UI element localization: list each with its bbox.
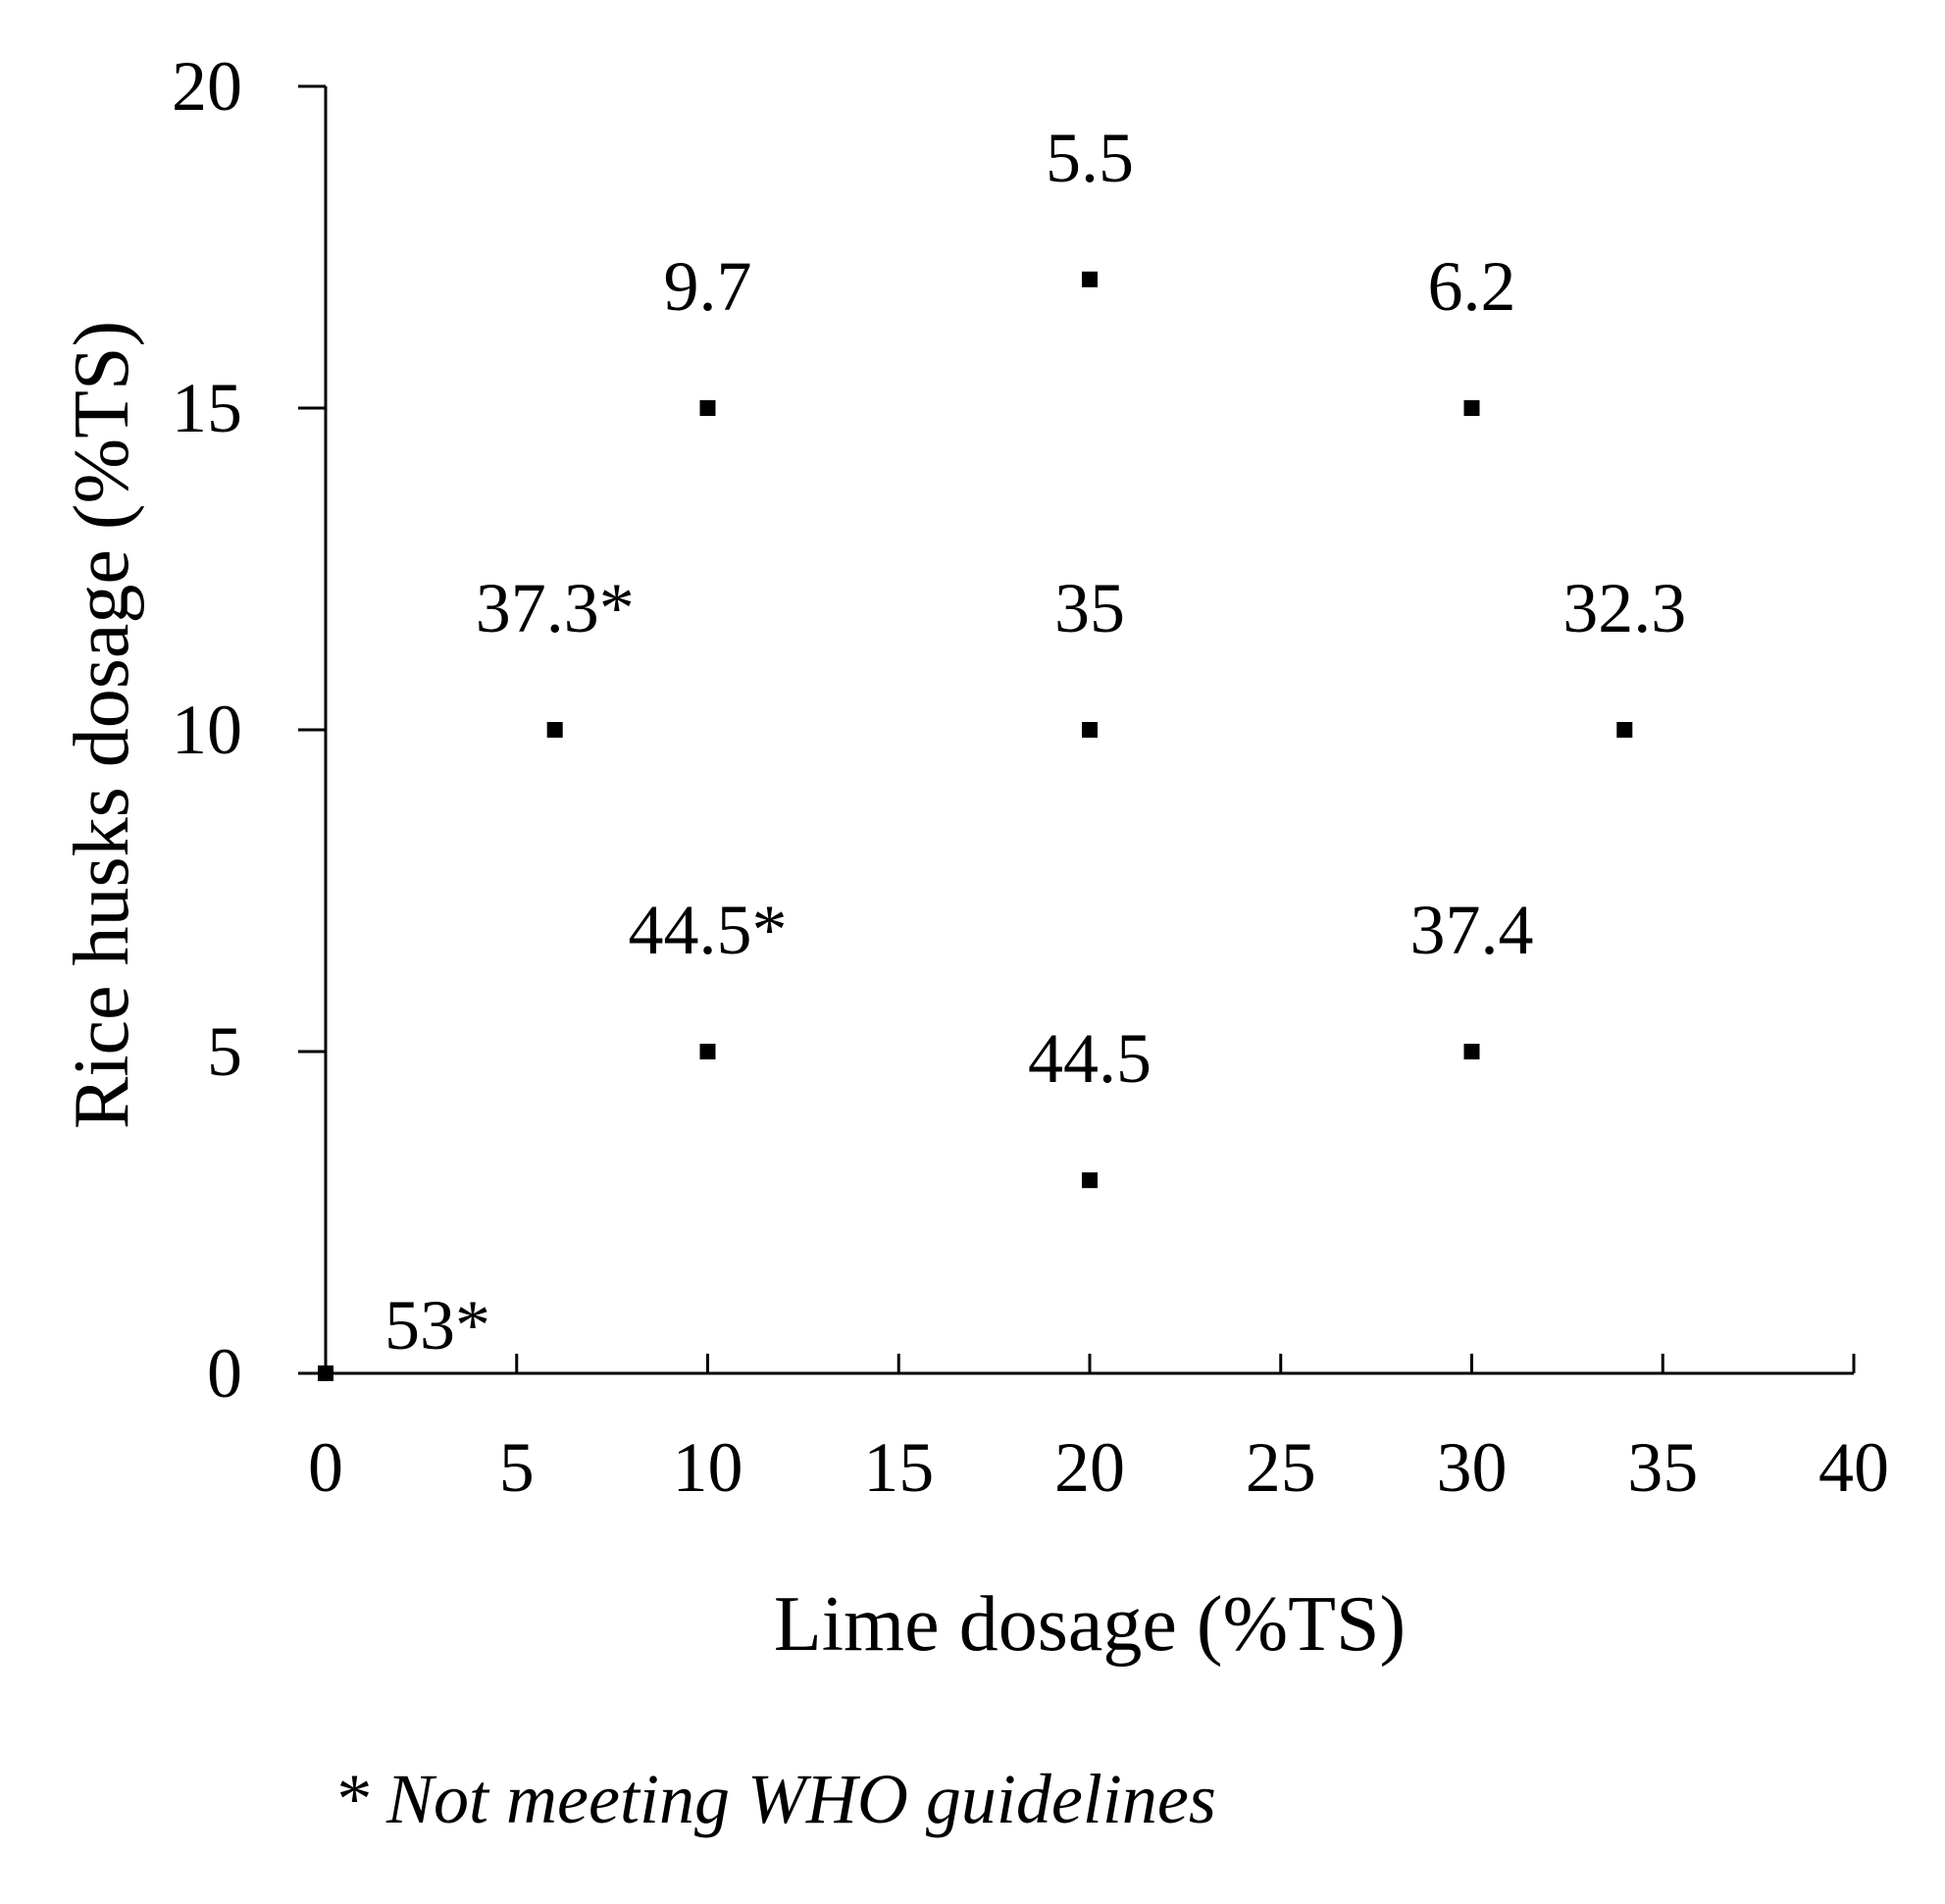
y-tick-label: 15: [172, 369, 242, 447]
data-labels: 53* 37.3* 9.7 44.5* 5.5 35 44.5 6.2 37.4 32.3: [384, 119, 1686, 1364]
data-label: 37.3*: [476, 569, 635, 647]
x-tick-label: 0: [308, 1428, 343, 1507]
data-label: 53*: [384, 1286, 490, 1364]
data-point: [1082, 271, 1098, 287]
x-tick-label: 5: [499, 1428, 535, 1507]
data-point: [318, 1365, 333, 1381]
data-point: [699, 400, 716, 416]
data-label: 44.5*: [629, 891, 788, 969]
x-tick-label: 25: [1246, 1428, 1316, 1507]
y-tick-label: 0: [207, 1334, 242, 1413]
y-tick-label: 5: [207, 1012, 242, 1091]
data-point: [546, 722, 563, 738]
y-tick-label: 20: [172, 47, 242, 126]
x-axis-title: Lime dosage (%TS): [774, 1581, 1406, 1668]
axes: 0 5 10 15 20 25 30 35 40 0 5 10 15 20: [172, 47, 1889, 1507]
data-label: 44.5: [1028, 1019, 1152, 1098]
data-point: [1463, 400, 1480, 416]
y-axis-ticks: 0 5 10 15 20: [172, 47, 326, 1413]
data-points: [318, 271, 1633, 1381]
y-tick-label: 10: [172, 691, 242, 769]
x-tick-label: 20: [1054, 1428, 1125, 1507]
data-label: 9.7: [664, 247, 752, 326]
x-tick-label: 35: [1627, 1428, 1698, 1507]
data-point: [699, 1044, 716, 1059]
data-point: [1082, 722, 1098, 738]
x-tick-label: 15: [863, 1428, 934, 1507]
x-tick-label: 10: [673, 1428, 743, 1507]
data-label: 37.4: [1410, 891, 1534, 969]
data-point: [1616, 722, 1633, 738]
data-point: [1463, 1044, 1480, 1059]
data-label: 32.3: [1562, 569, 1686, 647]
footnote: * Not meeting WHO guidelines: [333, 1760, 1216, 1838]
x-axis-ticks: 0 5 10 15 20 25 30 35 40: [308, 1354, 1889, 1507]
x-tick-label: 30: [1437, 1428, 1508, 1507]
data-label: 5.5: [1046, 119, 1134, 197]
data-label: 6.2: [1428, 247, 1516, 326]
y-axis-title: Rice husks dosage (%TS): [59, 321, 145, 1129]
data-label: 35: [1054, 569, 1125, 647]
data-point: [1082, 1172, 1098, 1189]
x-tick-label: 40: [1818, 1428, 1889, 1507]
